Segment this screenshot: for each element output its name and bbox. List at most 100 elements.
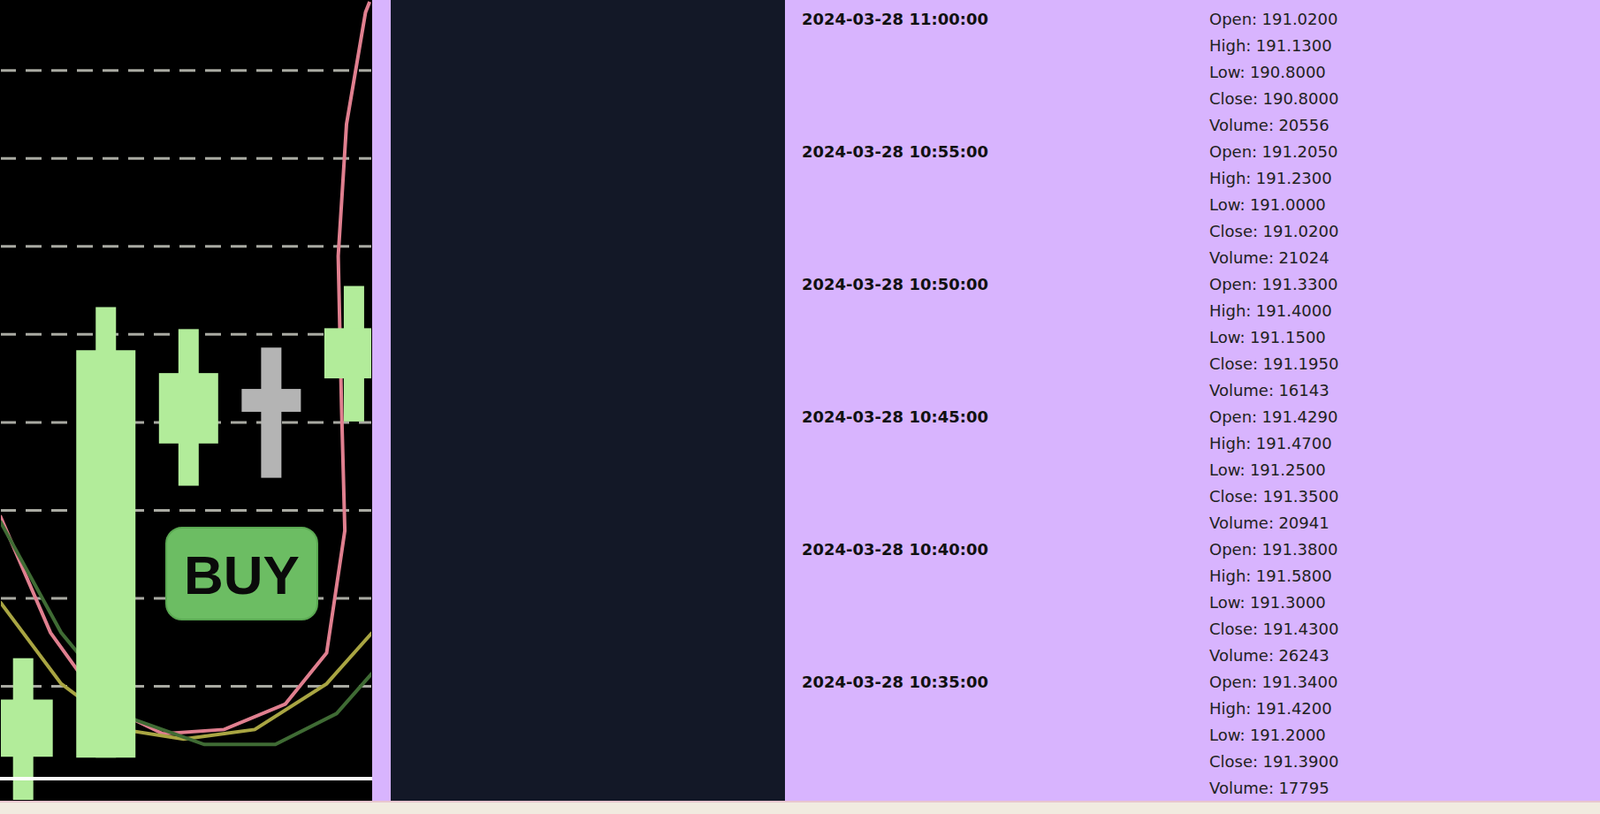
candle-body xyxy=(76,350,136,758)
field-row: High:191.5800 xyxy=(1209,566,1333,587)
field-label: Volume: xyxy=(1209,646,1274,665)
field-row: Close: 191.3900 xyxy=(1209,752,1339,772)
field-row: High: 191.1300 xyxy=(1209,36,1333,56)
data-list: 2024-03-28 11:00:00Open:191.0200High:191… xyxy=(784,0,1600,801)
field-label: Open: xyxy=(1209,274,1258,294)
field-label: Low: xyxy=(1209,327,1246,347)
field-label: Low: xyxy=(1209,725,1246,745)
field-label: Volume: xyxy=(1209,248,1274,267)
field-row: Volume:21024 xyxy=(1209,248,1330,268)
buy-annotation: BUY xyxy=(166,527,318,620)
field-value: 191.2300 xyxy=(1256,168,1333,188)
field-value: 20941 xyxy=(1278,513,1329,533)
grid-line xyxy=(0,509,373,512)
annotation-box xyxy=(166,527,318,620)
field-row: Open:191.4290 xyxy=(1209,407,1338,427)
field-value: 191.1500 xyxy=(1249,327,1326,347)
field-row: Close:191.0200 xyxy=(1209,221,1339,242)
field-row: High: 191.4000 xyxy=(1209,301,1333,321)
field-label: Volume: xyxy=(1209,513,1274,533)
grid-line xyxy=(0,244,373,248)
field-row: High:191.2300 xyxy=(1209,168,1333,189)
field-label: Close: xyxy=(1209,487,1258,506)
candle-body xyxy=(159,373,219,444)
field-value: 191.0200 xyxy=(1263,221,1340,241)
timestamp: 2024-03-28 10:55:00 xyxy=(801,142,989,162)
dark-panel xyxy=(390,0,785,801)
field-row: Low:191.2500 xyxy=(1209,460,1326,480)
field-label: High: xyxy=(1209,301,1251,320)
field-label: High: xyxy=(1209,566,1251,586)
field-label: Low: xyxy=(1209,195,1246,214)
field-value: 191.3900 xyxy=(1263,752,1340,771)
field-row: Low:191.1500 xyxy=(1209,327,1326,348)
field-label: Open: xyxy=(1209,9,1258,29)
chart-svg: BUY xyxy=(0,0,373,801)
candle-body xyxy=(241,388,301,412)
chart-panel: BUY xyxy=(0,0,373,801)
field-label: High: xyxy=(1209,699,1251,718)
field-label: High: xyxy=(1209,168,1251,188)
candle-body xyxy=(324,327,373,379)
field-label: Close: xyxy=(1209,752,1258,771)
candle-body xyxy=(0,700,54,758)
field-label: Volume: xyxy=(1209,115,1274,135)
field-value: 191.3400 xyxy=(1262,672,1339,692)
field-value: 191.0200 xyxy=(1262,9,1339,29)
field-label: Volume: xyxy=(1209,778,1274,798)
field-value: 20556 xyxy=(1278,115,1329,135)
timestamp: 2024-03-28 10:45:00 xyxy=(801,407,989,427)
field-row: Low:191.0000 xyxy=(1209,195,1326,215)
field-value: 191.1950 xyxy=(1263,354,1340,374)
field-label: Close: xyxy=(1209,619,1258,639)
field-value: 17795 xyxy=(1278,778,1329,798)
field-label: Low: xyxy=(1209,62,1246,82)
field-value: 16143 xyxy=(1278,380,1329,400)
field-value: 191.3800 xyxy=(1262,540,1339,559)
field-value: 191.4300 xyxy=(1263,619,1340,639)
field-value: 191.3300 xyxy=(1262,274,1339,294)
bottom-bar xyxy=(0,800,1600,814)
field-label: Open: xyxy=(1209,142,1258,161)
field-row: Open:191.0200 xyxy=(1209,9,1338,30)
field-row: Volume:26243 xyxy=(1209,646,1330,666)
timestamp: 2024-03-28 10:40:00 xyxy=(801,540,989,560)
field-value: 191.2050 xyxy=(1262,142,1339,161)
grid-line xyxy=(0,68,373,72)
field-row: Volume:17795 xyxy=(1209,778,1330,799)
field-row: Close: 190.8000 xyxy=(1209,89,1339,109)
field-value: 191.4000 xyxy=(1256,301,1333,320)
field-value: 191.4700 xyxy=(1256,434,1333,453)
annotation-text: BUY xyxy=(183,544,300,606)
field-row: Open:191.3400 xyxy=(1209,672,1338,693)
field-value: 190.8000 xyxy=(1249,62,1326,82)
timestamp: 2024-03-28 10:35:00 xyxy=(801,672,989,693)
field-value: 191.5800 xyxy=(1256,566,1333,586)
field-value: 191.2500 xyxy=(1249,460,1326,480)
field-row: Open:191.3800 xyxy=(1209,540,1338,560)
field-label: High: xyxy=(1209,36,1251,55)
field-row: Low:191.3000 xyxy=(1209,593,1326,613)
field-row: Close:191.1950 xyxy=(1209,354,1339,374)
field-row: Low:190.8000 xyxy=(1209,62,1326,83)
field-value: 26243 xyxy=(1278,646,1329,665)
field-value: 190.8000 xyxy=(1263,89,1340,108)
field-value: 21024 xyxy=(1278,248,1329,267)
field-value: 191.3000 xyxy=(1249,593,1326,612)
field-value: 191.4200 xyxy=(1256,699,1333,718)
field-row: Close:191.4300 xyxy=(1209,619,1339,640)
timestamp: 2024-03-28 10:50:00 xyxy=(801,274,989,295)
candle-wick xyxy=(260,347,282,478)
field-row: Low:191.2000 xyxy=(1209,725,1326,746)
field-value: 191.1300 xyxy=(1256,36,1333,55)
field-label: Open: xyxy=(1209,672,1258,692)
plot-area xyxy=(0,1,373,801)
field-row: High:191.4700 xyxy=(1209,434,1333,454)
field-value: 191.2000 xyxy=(1249,725,1326,745)
field-row: Open:191.3300 xyxy=(1209,274,1338,295)
field-label: Close: xyxy=(1209,89,1258,108)
field-label: Open: xyxy=(1209,407,1258,427)
field-row: Volume:16143 xyxy=(1209,380,1330,401)
indicator-line xyxy=(0,520,373,745)
timestamp: 2024-03-28 11:00:00 xyxy=(801,9,989,30)
